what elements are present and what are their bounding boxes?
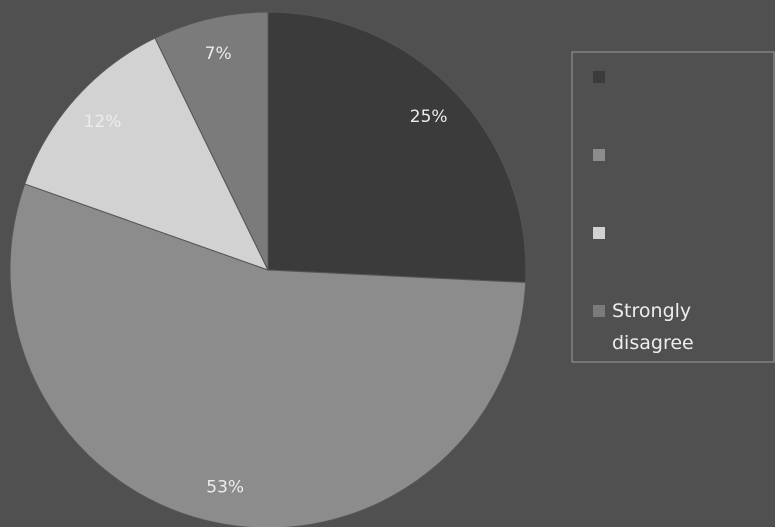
data-label: 12% (84, 112, 122, 132)
legend-swatch (593, 305, 605, 317)
legend-swatch (593, 227, 605, 239)
pie-slice (154, 11, 269, 271)
legend-box (571, 51, 775, 363)
data-label: 53% (206, 478, 244, 498)
legend-swatch (593, 149, 605, 161)
pie-slice (267, 11, 527, 284)
pie-slice (24, 37, 269, 271)
data-label: 7% (205, 44, 232, 64)
legend-label: Strongly disagree (612, 300, 694, 354)
legend-swatch (593, 71, 605, 83)
pie-slice (9, 183, 527, 527)
data-label: 25% (410, 107, 448, 127)
